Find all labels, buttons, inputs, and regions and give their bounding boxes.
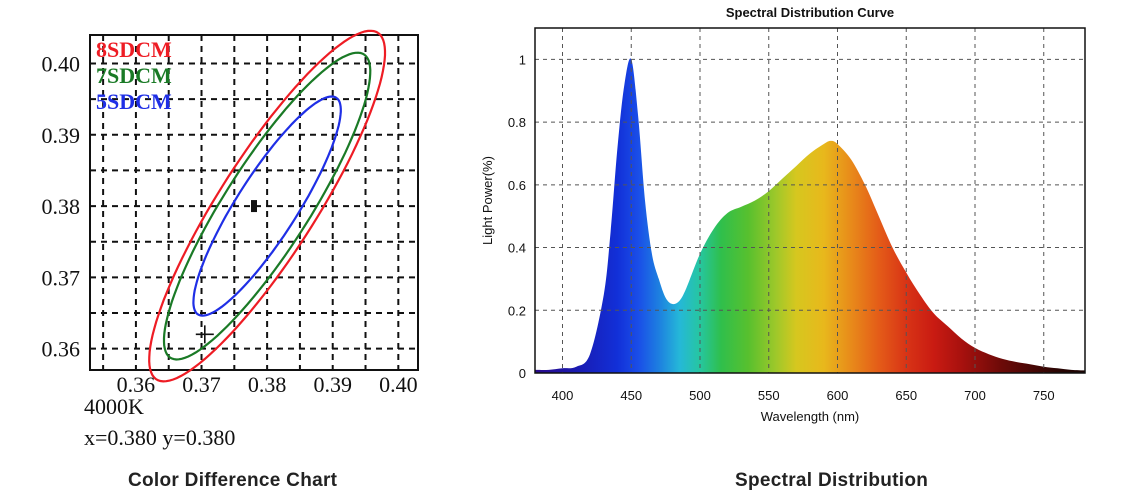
cct-label: 4000K <box>84 394 144 419</box>
spectral-distribution-panel: Spectral Distribution Curve 400 450 500 550 6… <box>470 0 1140 504</box>
ellipse-5sdcm <box>192 95 342 317</box>
legend-5sdcm: 5SDCM <box>96 89 172 114</box>
x-tick-label: 500 <box>689 388 711 403</box>
x-tick-label: 650 <box>895 388 917 403</box>
x-tick-label: 400 <box>552 388 574 403</box>
x-tick-label: 700 <box>964 388 986 403</box>
x-tick-label: 750 <box>1033 388 1055 403</box>
color-difference-caption: Color Difference Chart <box>128 470 338 491</box>
ellipse-7sdcm <box>162 51 372 361</box>
legend-7sdcm: 7SDCM <box>96 63 172 88</box>
y-tick-label: 0.38 <box>42 194 81 219</box>
x-tick-label: 550 <box>758 388 780 403</box>
y-tick-label: 0.4 <box>508 241 526 256</box>
x-tick-label: 0.36 <box>117 372 156 397</box>
y-tick-label: 0.36 <box>42 337 81 362</box>
plot-frame <box>89 34 419 371</box>
x-tick-label: 600 <box>827 388 849 403</box>
spectral-chart-title: Spectral Distribution Curve <box>726 5 894 20</box>
x-axis-label: Wavelength (nm) <box>761 409 860 424</box>
legend-8sdcm: 8SDCM <box>96 37 172 62</box>
x-tick-label: 0.40 <box>379 372 418 397</box>
x-tick-label: 0.39 <box>313 372 352 397</box>
x-tick-label: 0.37 <box>182 372 221 397</box>
x-tick-label: 450 <box>620 388 642 403</box>
spectrum-area <box>535 58 1085 374</box>
color-difference-chart: 0.36 0.37 0.38 0.39 0.40 0.40 0.39 0.38 0.37 0.36… <box>42 29 419 450</box>
plot-frame <box>534 27 1086 374</box>
x-tick-label: 0.38 <box>248 372 287 397</box>
y-tick-label: 1 <box>519 52 526 67</box>
y-tick-label: 0.39 <box>42 123 81 148</box>
spectral-distribution-chart: Spectral Distribution Curve 400 450 500 550 6… <box>480 5 1086 424</box>
y-axis-label: Light Power(%) <box>480 156 495 245</box>
y-tick-label: 0.6 <box>508 178 526 193</box>
y-tick-label: 0.37 <box>42 265 81 290</box>
y-tick-label: 0 <box>519 366 526 381</box>
center-point-marker <box>251 200 257 213</box>
y-tick-label: 0.2 <box>508 303 526 318</box>
y-tick-label: 0.40 <box>42 52 81 77</box>
spectral-distribution-caption: Spectral Distribution <box>735 470 929 491</box>
color-difference-panel: 0.36 0.37 0.38 0.39 0.40 0.40 0.39 0.38 0.37 0.36… <box>0 0 450 504</box>
y-tick-label: 0.8 <box>508 115 526 130</box>
coordinates-label: x=0.380 y=0.380 <box>84 425 235 450</box>
ellipse-8sdcm <box>148 29 387 383</box>
